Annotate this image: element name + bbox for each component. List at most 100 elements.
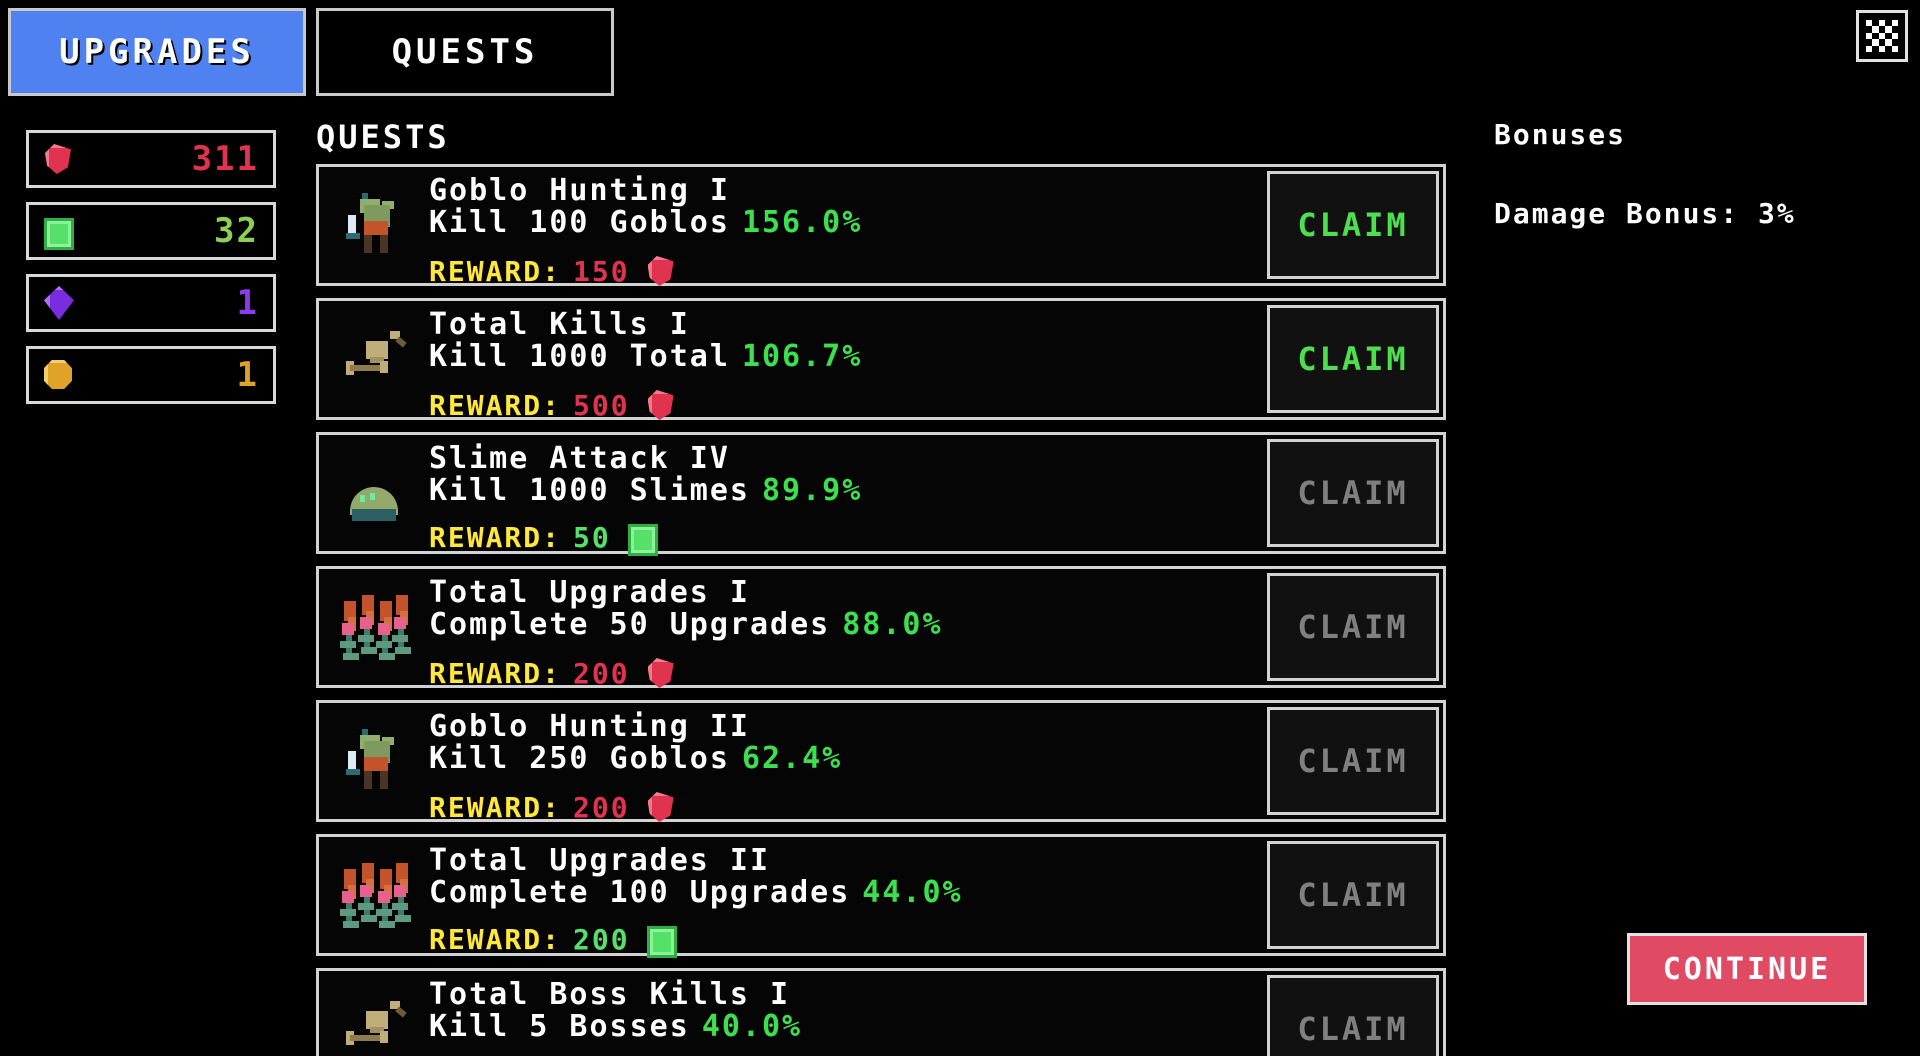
quest-reward-row: REWARD: 200 (429, 788, 1267, 826)
quest-sprite (319, 435, 429, 551)
quest-sprite (319, 301, 429, 417)
claim-button[interactable]: CLAIM (1267, 841, 1439, 949)
goblin-sprite (338, 725, 410, 797)
claim-button[interactable]: CLAIM (1267, 439, 1439, 547)
quest-name: Total Upgrades I (429, 575, 750, 610)
tab-upgrades[interactable]: UPGRADES (8, 8, 306, 96)
quest-row: Total Upgrades II Complete 100 Upgrades 44… (316, 834, 1446, 958)
quest-objective-line: Kill 1000 Total 106.7% (429, 338, 1267, 374)
quest-list[interactable]: Goblo Hunting I Kill 100 Goblos 156.0% REWA… (316, 164, 1446, 1056)
grid-icon (1866, 20, 1898, 52)
red-gem-icon (39, 140, 77, 178)
quest-reward-label: REWARD: (429, 922, 562, 956)
quest-row: Total Boss Kills I Kill 5 Bosses 40.0% CLAI… (316, 968, 1446, 1056)
flowers-sprite (338, 591, 411, 663)
slime-sprite (338, 457, 410, 529)
bonus-damage: Damage Bonus: 3% (1494, 197, 1796, 230)
resource-panel: 311 32 1 1 (26, 130, 276, 418)
quest-reward-row: REWARD: 200 (429, 654, 1267, 692)
flowers-sprite (338, 859, 411, 931)
resource-row-gem: 311 (26, 130, 276, 188)
quest-reward-amount: 200 (573, 922, 630, 956)
quest-objective: Kill 1000 Slimes (429, 472, 750, 508)
quest-objective: Complete 50 Upgrades (429, 606, 831, 642)
quest-progress-percent: 40.0% (701, 1008, 803, 1044)
claim-button[interactable]: CLAIM (1267, 707, 1439, 815)
quest-reward-amount: 50 (573, 520, 611, 554)
quest-sprite (319, 971, 429, 1056)
tab-quests-label: QUESTS (391, 32, 539, 72)
quest-reward-label: REWARD: (429, 388, 562, 422)
quest-sprite (319, 837, 429, 953)
resource-row-coin: 1 (26, 346, 276, 404)
quest-row: Goblo Hunting II Kill 250 Goblos 62.4% REWA… (316, 700, 1446, 824)
quest-objective-line: Kill 100 Goblos 156.0% (429, 204, 1267, 240)
quest-name: Total Boss Kills I (429, 977, 791, 1012)
continue-button[interactable]: CONTINUE (1627, 933, 1867, 1005)
quest-text: Total Boss Kills I Kill 5 Bosses 40.0% (429, 971, 1267, 1056)
claim-button[interactable]: CLAIM (1267, 305, 1439, 413)
quest-objective: Kill 250 Goblos (429, 740, 730, 776)
resource-row-diamond: 1 (26, 274, 276, 332)
quest-objective-line: Kill 250 Goblos 62.4% (429, 740, 1267, 776)
green-cube-icon (623, 520, 658, 556)
red-gem-icon (642, 386, 680, 424)
quest-objective: Complete 100 Upgrades (429, 874, 851, 910)
quest-reward-amount: 500 (573, 388, 630, 422)
quest-sprite (319, 167, 429, 283)
red-gem-icon (642, 654, 680, 692)
quest-reward-amount: 150 (573, 254, 630, 288)
quest-name: Total Kills I (429, 307, 690, 342)
quest-text: Total Kills I Kill 1000 Total 106.7% REWARD… (429, 301, 1267, 422)
bonuses-heading: Bonuses (1494, 118, 1627, 151)
settings-button[interactable] (1856, 10, 1908, 62)
quest-objective-line: Complete 100 Upgrades 44.0% (429, 874, 1267, 910)
quest-reward-amount: 200 (573, 656, 630, 690)
green-cube-icon (39, 214, 74, 250)
purple-diamond-icon (39, 283, 79, 323)
quest-name: Goblo Hunting II (429, 709, 750, 744)
quest-progress-percent: 156.0% (741, 204, 863, 240)
quest-text: Total Upgrades I Complete 50 Upgrades 88.0… (429, 569, 1267, 690)
goblin-sprite (338, 189, 410, 261)
quest-row: Total Kills I Kill 1000 Total 106.7% REWARD… (316, 298, 1446, 422)
quest-reward-row: REWARD: 50 (429, 520, 1267, 556)
resource-amount-diamond: 1 (236, 283, 259, 323)
quest-row: Slime Attack IV Kill 1000 Slimes 89.9% REWA… (316, 432, 1446, 556)
quest-reward-label: REWARD: (429, 520, 562, 554)
claim-button[interactable]: CLAIM (1267, 171, 1439, 279)
quests-panel: QUESTS Goblo Hunting I Kill 100 Goblos 156… (316, 118, 1446, 1056)
resource-amount-coin: 1 (236, 355, 259, 395)
quest-row: Goblo Hunting I Kill 100 Goblos 156.0% REWA… (316, 164, 1446, 288)
bone-sprite (338, 993, 410, 1056)
quest-reward-row: REWARD: 150 (429, 252, 1267, 290)
quests-heading: QUESTS (316, 118, 450, 156)
claim-button[interactable]: CLAIM (1267, 975, 1439, 1056)
red-gem-icon (642, 252, 680, 290)
quest-progress-percent: 44.0% (862, 874, 963, 910)
quest-progress-percent: 62.4% (741, 740, 843, 776)
quest-reward-row: REWARD: 200 (429, 922, 1267, 958)
tab-quests[interactable]: QUESTS (316, 8, 614, 96)
quest-progress-percent: 106.7% (741, 338, 863, 374)
claim-button[interactable]: CLAIM (1267, 573, 1439, 681)
bonuses-panel: Bonuses Damage Bonus: 3% (1494, 118, 1894, 230)
quest-objective-line: Kill 5 Bosses 40.0% (429, 1008, 1267, 1044)
quest-name: Slime Attack IV (429, 441, 730, 476)
quest-sprite (319, 569, 429, 685)
quest-objective: Kill 5 Bosses (429, 1008, 690, 1044)
quest-reward-label: REWARD: (429, 254, 562, 288)
resource-row-cube: 32 (26, 202, 276, 260)
quest-reward-amount: 200 (573, 790, 630, 824)
quest-objective-line: Kill 1000 Slimes 89.9% (429, 472, 1267, 508)
quest-name: Total Upgrades II (429, 843, 771, 878)
resource-amount-cube: 32 (214, 211, 259, 251)
bone-sprite (338, 323, 410, 395)
quest-row: Total Upgrades I Complete 50 Upgrades 88.0… (316, 566, 1446, 690)
quest-text: Total Upgrades II Complete 100 Upgrades 44… (429, 837, 1267, 958)
gold-coin-icon (39, 356, 77, 394)
quest-objective-line: Complete 50 Upgrades 88.0% (429, 606, 1267, 642)
green-cube-icon (642, 922, 677, 958)
red-gem-icon (642, 788, 680, 826)
